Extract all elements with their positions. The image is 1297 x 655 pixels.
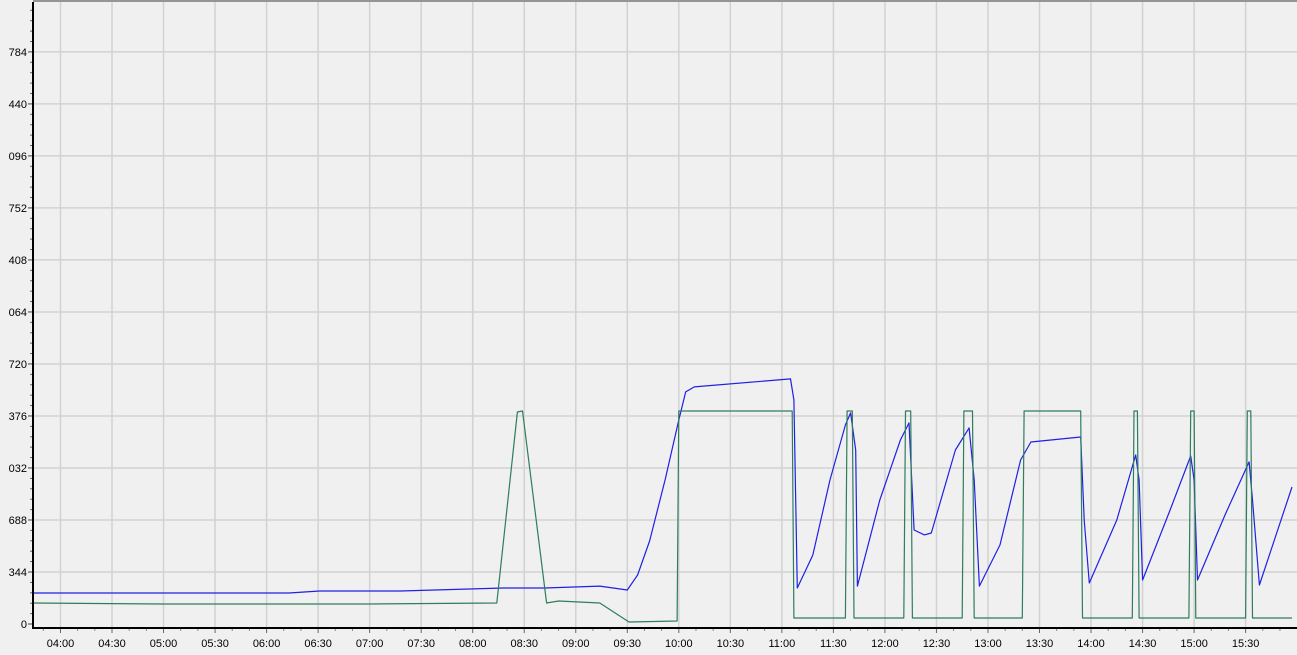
x-tick-label: 13:30 — [1026, 638, 1054, 650]
y-tick-label: 688 — [9, 515, 27, 527]
grid — [33, 2, 1297, 628]
y-tick-label: 032 — [9, 463, 27, 475]
x-tick-label: 05:30 — [201, 638, 229, 650]
y-tick-label: 408 — [9, 255, 27, 267]
series-lines — [32, 378, 1293, 623]
y-tick-label: 064 — [9, 307, 27, 319]
x-tick-label: 12:30 — [923, 638, 951, 650]
x-tick-label: 06:00 — [253, 638, 281, 650]
x-tick-label: 04:30 — [98, 638, 126, 650]
x-tick-label: 11:00 — [769, 638, 796, 650]
x-tick-label: 11:30 — [820, 638, 847, 650]
x-tick-label: 06:30 — [304, 638, 332, 650]
green-series-line — [32, 410, 1292, 623]
y-tick-label: 752 — [9, 203, 27, 215]
x-tick-label: 09:30 — [614, 638, 642, 650]
x-tick-label: 10:30 — [717, 638, 745, 650]
x-tick-label: 09:00 — [562, 638, 590, 650]
y-tick-label: 720 — [9, 359, 27, 371]
x-tick-label: 15:00 — [1180, 638, 1208, 650]
y-tick-label: 440 — [9, 99, 27, 111]
x-tick-label: 08:00 — [459, 638, 487, 650]
y-tick-label: 344 — [9, 567, 27, 579]
x-tick-label: 13:00 — [974, 638, 1002, 650]
x-tick-label: 14:00 — [1077, 638, 1105, 650]
x-tick-label: 04:00 — [47, 638, 75, 650]
y-tick-label: 096 — [9, 151, 27, 163]
axes: 04:00 04:30 05:00 05:30 06:00 06:30 07:00 07:30… — [9, 0, 1297, 650]
x-tick-label: 07:30 — [407, 638, 435, 650]
x-tick-label: 12:00 — [871, 638, 899, 650]
x-tick-label: 10:00 — [665, 638, 693, 650]
x-tick-label: 14:30 — [1129, 638, 1157, 650]
x-tick-label: 15:30 — [1232, 638, 1260, 650]
x-tick-label: 07:00 — [356, 638, 384, 650]
y-tick-label: 784 — [9, 47, 27, 59]
plot-background — [33, 2, 1297, 628]
x-tick-label: 08:30 — [510, 638, 538, 650]
y-tick-label: 0 — [21, 619, 27, 631]
y-tick-label: 376 — [9, 411, 27, 423]
x-tick-label: 05:00 — [150, 638, 178, 650]
